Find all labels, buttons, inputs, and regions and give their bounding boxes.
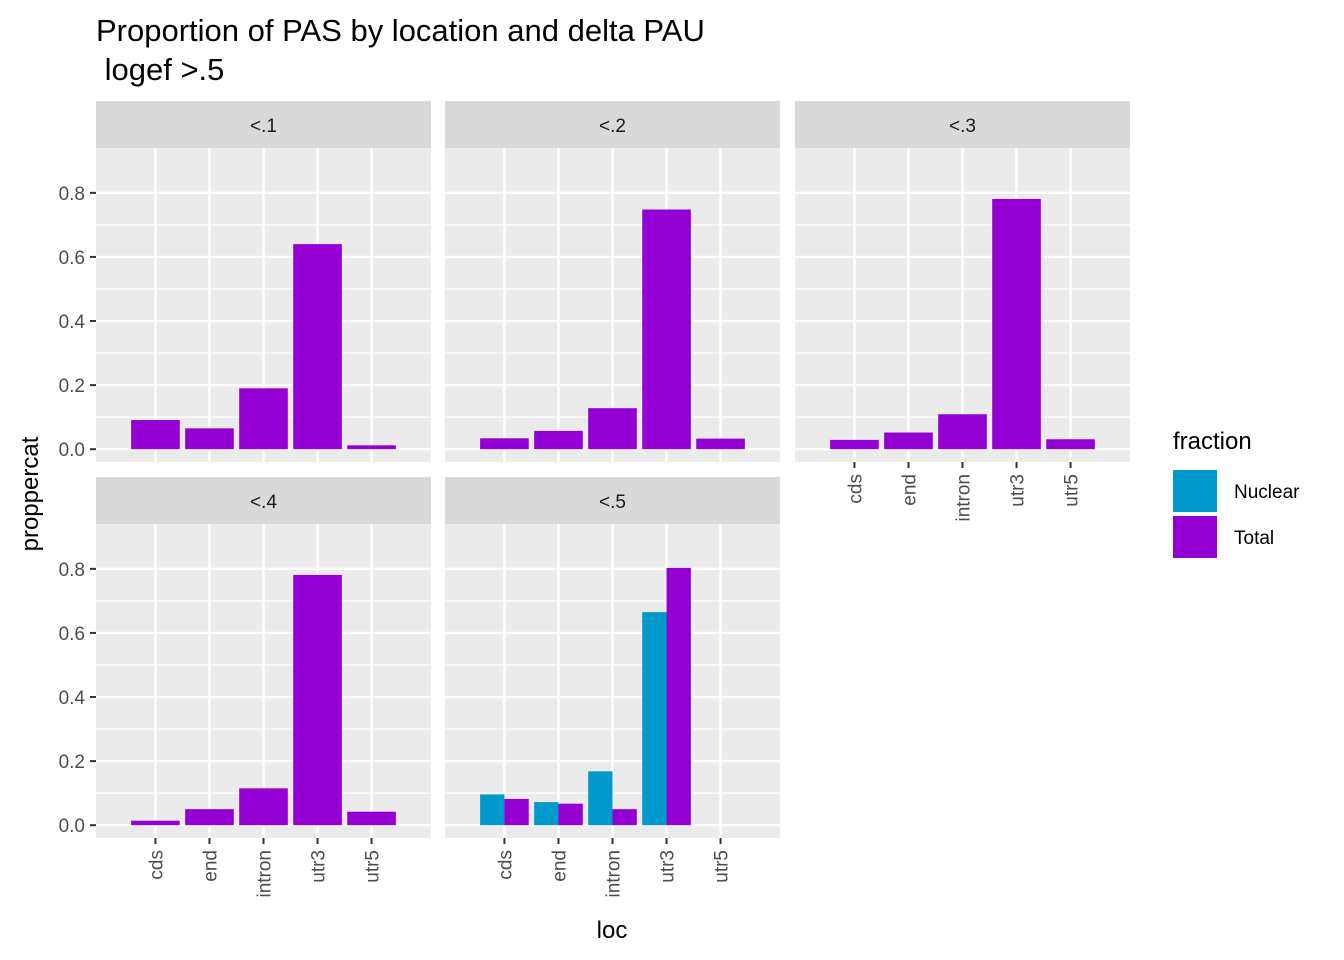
x-tick-label: utr3 [658, 850, 679, 883]
y-tick-label: 0.6 [59, 624, 85, 645]
bar [642, 612, 667, 826]
facet-panel: <.1 0.0 0.2 0.4 0.6 0.8 [59, 101, 431, 462]
x-tick-label: utr5 [363, 850, 384, 883]
bar [938, 414, 987, 450]
facet-strip-label: <.1 [250, 116, 277, 137]
bar [239, 788, 288, 826]
y-axis-title: proppercat [17, 436, 44, 551]
bar [239, 388, 288, 450]
x-axis-title: loc [597, 917, 628, 944]
bar [666, 567, 691, 826]
bar [534, 430, 583, 450]
bar [293, 244, 342, 450]
bar [558, 803, 583, 826]
bar [347, 811, 396, 826]
bar [1046, 439, 1095, 450]
facet-strip-label: <.2 [599, 116, 626, 137]
bar [588, 771, 613, 826]
x-tick-label: utr5 [712, 850, 733, 883]
legend-key [1173, 516, 1217, 558]
facet-panel: <.4 0.0 0.2 0.4 0.6 0.8 cds end intron utr3 utr5 [59, 477, 431, 898]
x-tick-label: cds [146, 850, 167, 880]
facet-strip-label: <.3 [949, 116, 976, 137]
facet-strip [96, 101, 431, 148]
y-tick-label: 0.0 [59, 440, 85, 461]
bar [642, 209, 691, 450]
x-tick-label: cds [845, 474, 866, 504]
y-tick-label: 0.6 [59, 248, 85, 269]
bar [884, 432, 933, 450]
chart-title: Proportion of PAS by location and delta … [96, 13, 705, 48]
x-tick-label: utr3 [309, 850, 330, 883]
bar [131, 820, 180, 826]
bar [293, 574, 342, 826]
x-tick-label: end [200, 850, 221, 882]
x-tick-label: end [549, 850, 570, 882]
y-tick-label: 0.2 [59, 376, 85, 397]
bar [480, 438, 529, 450]
facet-strip-label: <.4 [250, 492, 277, 513]
y-tick-label: 0.2 [59, 752, 85, 773]
facet-strip [445, 101, 780, 148]
facet-panel: <.3 cds end intron utr3 utr5 [795, 101, 1130, 522]
facet-panel: <.5 cds end intron utr3 utr5 [445, 477, 780, 898]
x-tick-label: intron [604, 850, 625, 898]
y-tick-label: 0.4 [59, 688, 86, 709]
x-tick-label: intron [255, 850, 276, 898]
legend: fraction Nuclear Total [1173, 428, 1300, 558]
legend-title: fraction [1173, 428, 1252, 455]
facet-panels: <.1 0.0 0.2 0.4 0.6 0.8 <.2 <.3 cds end intron utr3… [59, 101, 1130, 898]
y-tick-label: 0.8 [59, 184, 85, 205]
bar [588, 408, 637, 450]
chart-subtitle: logef >.5 [96, 52, 224, 87]
bar [992, 198, 1041, 450]
x-tick-label: cds [495, 850, 516, 880]
legend-label: Total [1234, 528, 1274, 549]
y-tick-label: 0.0 [59, 816, 85, 837]
y-tick-label: 0.8 [59, 560, 85, 581]
legend-label: Nuclear [1234, 482, 1300, 503]
facet-strip-label: <.5 [599, 492, 626, 513]
x-tick-label: end [899, 474, 920, 506]
bar [480, 794, 505, 826]
bar [185, 428, 234, 450]
bar [534, 802, 559, 826]
bar [696, 438, 745, 450]
facet-strip [96, 477, 431, 524]
facet-strip [445, 477, 780, 524]
x-tick-label: intron [954, 474, 975, 522]
facet-panel: <.2 [445, 101, 780, 462]
facet-strip [795, 101, 1130, 148]
bar [185, 809, 234, 826]
y-tick-label: 0.4 [59, 312, 86, 333]
bar [612, 809, 637, 826]
bar [830, 439, 879, 450]
x-tick-label: utr3 [1008, 474, 1029, 507]
x-tick-label: utr5 [1062, 474, 1083, 507]
bar [504, 798, 529, 826]
legend-key [1173, 470, 1217, 512]
bar [131, 420, 180, 450]
bar [347, 445, 396, 450]
